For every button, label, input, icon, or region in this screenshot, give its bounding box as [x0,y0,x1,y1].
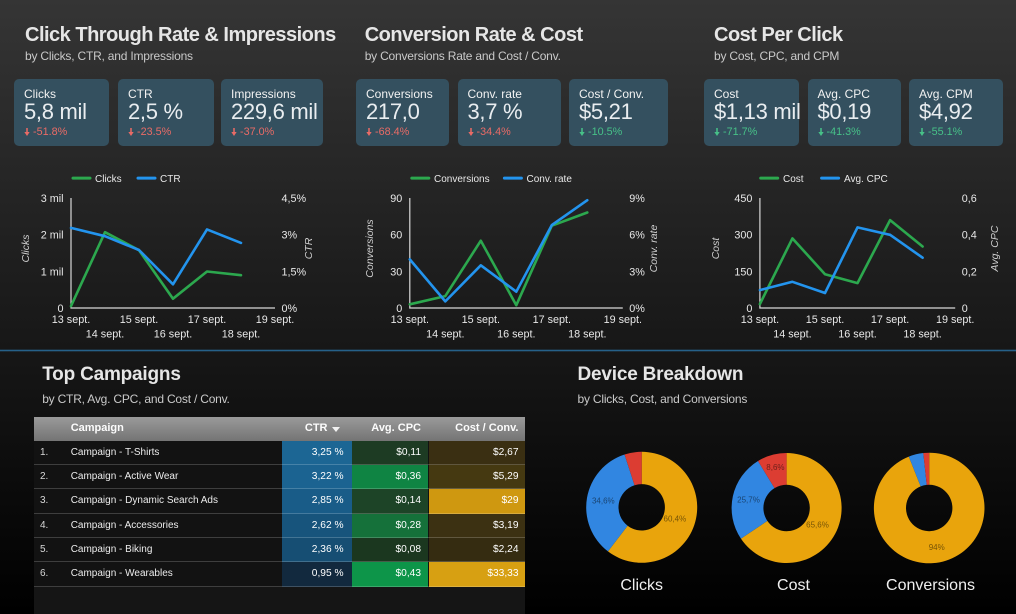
svg-text:Clicks: Clicks [20,234,32,263]
svg-text:CTR: CTR [303,237,315,259]
svg-text:25,7%: 25,7% [737,495,760,504]
svg-text:16 sept.: 16 sept. [154,328,192,340]
svg-text:8,6%: 8,6% [766,463,784,472]
svg-text:14 sept.: 14 sept. [86,328,124,340]
svg-text:19 sept.: 19 sept. [256,314,294,326]
svg-text:60,4%: 60,4% [664,514,687,523]
svg-text:150: 150 [734,266,752,278]
svg-text:1 mil: 1 mil [41,266,64,278]
svg-text:15 sept.: 15 sept. [806,314,844,326]
svg-text:19 sept.: 19 sept. [604,314,642,326]
svg-text:1,5%: 1,5% [282,266,307,278]
svg-text:0: 0 [962,303,968,315]
svg-text:Clicks: Clicks [95,174,122,185]
svg-text:Avg. CPC: Avg. CPC [844,174,888,185]
svg-text:14 sept.: 14 sept. [773,328,811,340]
svg-text:90: 90 [390,193,402,205]
svg-text:13 sept.: 13 sept. [741,314,779,326]
svg-text:Avg. CPC: Avg. CPC [989,225,1001,272]
svg-text:4,5%: 4,5% [282,193,307,205]
svg-text:3%: 3% [629,266,645,278]
svg-text:94%: 94% [929,543,945,552]
svg-text:0,6: 0,6 [962,193,977,205]
svg-text:14 sept.: 14 sept. [426,328,464,340]
svg-text:Cost: Cost [710,237,722,260]
svg-text:30: 30 [390,266,402,278]
svg-text:Conversions: Conversions [434,174,490,185]
svg-text:17 sept.: 17 sept. [188,314,226,326]
svg-text:15 sept.: 15 sept. [120,314,158,326]
svg-text:34,6%: 34,6% [592,497,615,506]
svg-text:Conversions: Conversions [364,219,376,278]
svg-text:65,6%: 65,6% [806,520,829,529]
svg-text:Conv. rate: Conv. rate [527,174,573,185]
svg-text:Conv. rate: Conv. rate [648,225,660,273]
svg-text:Cost: Cost [783,174,804,185]
svg-text:16 sept.: 16 sept. [838,328,876,340]
svg-text:2 mil: 2 mil [41,230,64,242]
svg-text:CTR: CTR [160,174,181,185]
svg-text:450: 450 [734,193,752,205]
svg-text:9%: 9% [629,193,645,205]
svg-text:16 sept.: 16 sept. [497,328,535,340]
svg-text:6%: 6% [629,230,645,242]
svg-text:3%: 3% [282,230,298,242]
svg-text:0: 0 [746,303,752,315]
svg-text:0,2: 0,2 [962,266,977,278]
svg-text:19 sept.: 19 sept. [936,314,974,326]
svg-text:300: 300 [734,230,752,242]
svg-text:0%: 0% [282,303,298,315]
svg-text:18 sept.: 18 sept. [568,328,606,340]
svg-text:60: 60 [390,230,402,242]
svg-text:18 sept.: 18 sept. [222,328,260,340]
svg-text:17 sept.: 17 sept. [871,314,909,326]
svg-text:13 sept.: 13 sept. [391,314,429,326]
svg-text:17 sept.: 17 sept. [533,314,571,326]
svg-text:0: 0 [396,303,402,315]
svg-text:13 sept.: 13 sept. [52,314,90,326]
svg-text:3 mil: 3 mil [41,193,64,205]
svg-text:18 sept.: 18 sept. [903,328,941,340]
svg-text:15 sept.: 15 sept. [462,314,500,326]
svg-text:0%: 0% [629,303,645,315]
svg-text:0: 0 [57,303,63,315]
svg-text:0,4: 0,4 [962,230,977,242]
